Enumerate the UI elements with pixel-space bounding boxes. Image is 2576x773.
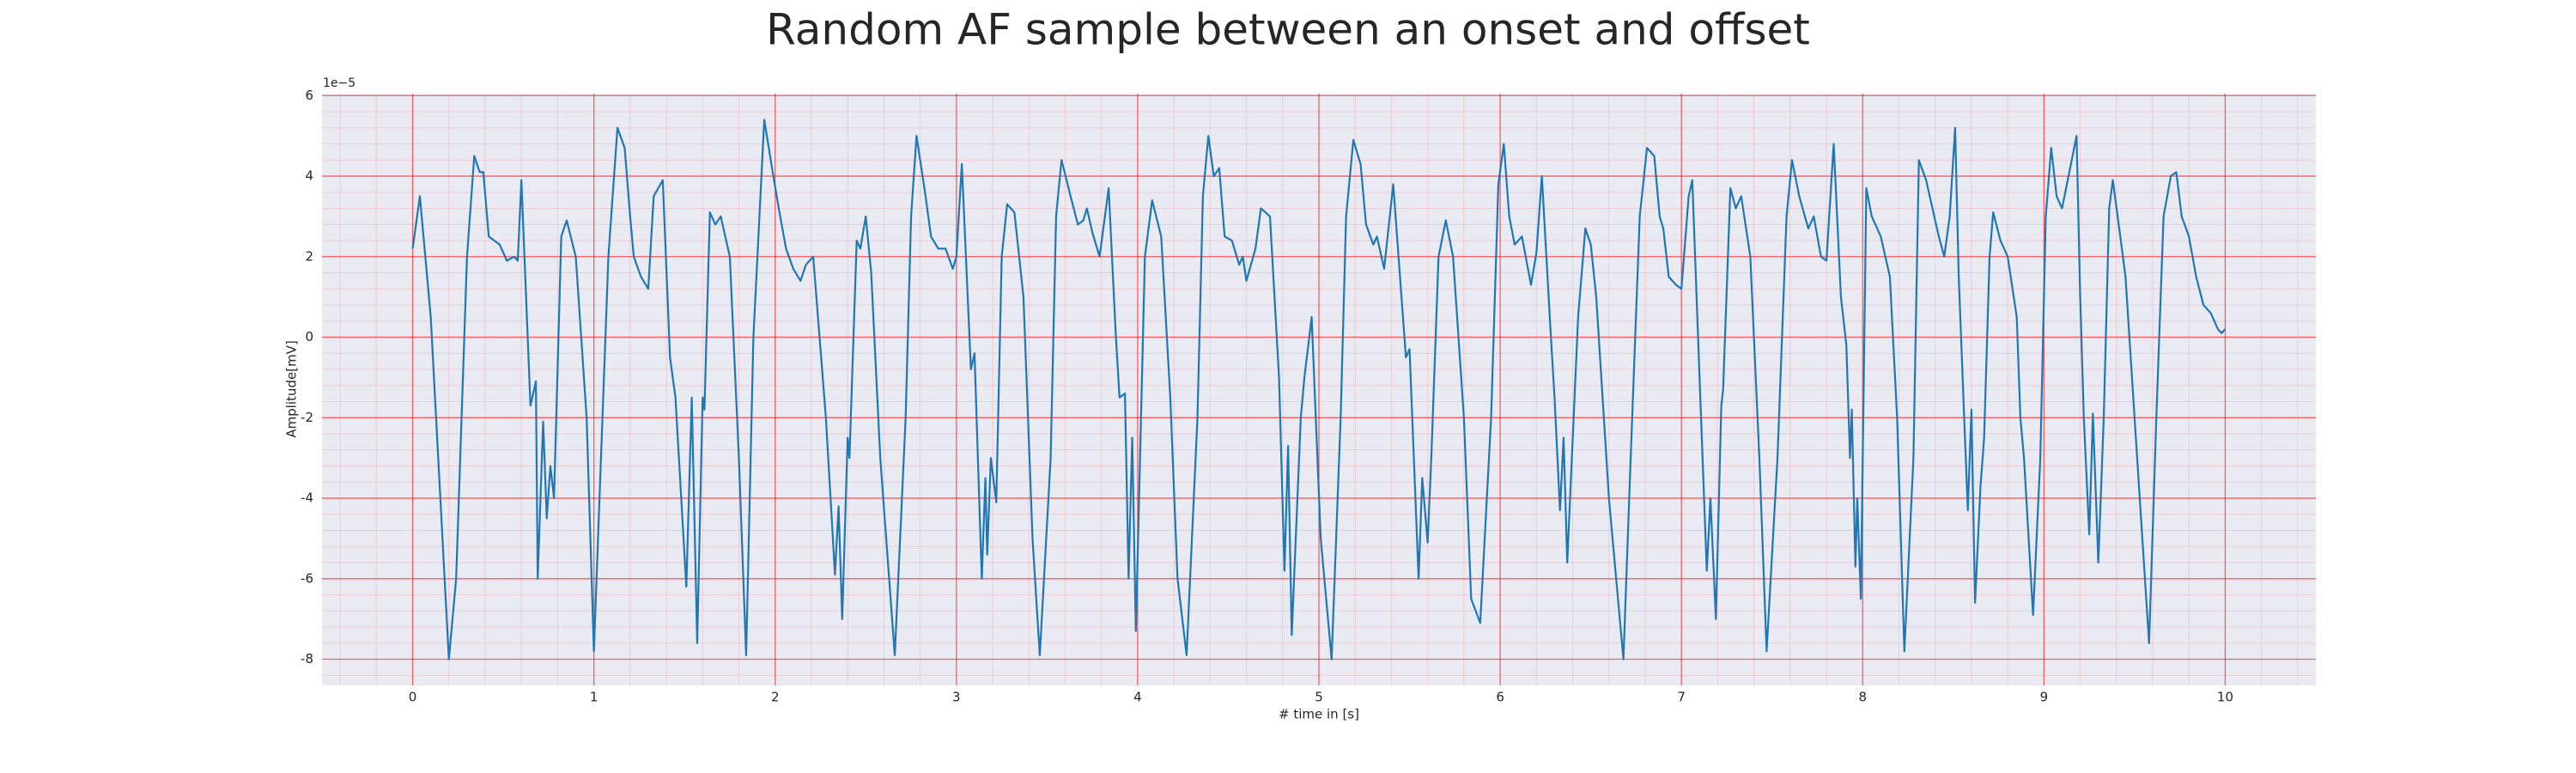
y-tick-label: 0	[305, 329, 313, 344]
x-tick-label: 6	[1496, 690, 1504, 705]
y-tick-label: 2	[305, 248, 313, 264]
y-axis-label: Amplitude[mV]	[284, 340, 300, 437]
x-tick-label: 1	[590, 690, 598, 705]
y-offset-label: 1e−5	[323, 76, 355, 90]
signal-line	[411, 119, 2227, 660]
y-tick-label: -6	[301, 570, 313, 586]
x-tick-label: 8	[1858, 690, 1867, 705]
x-tick-label: 9	[2040, 690, 2049, 705]
chart-title: Random AF sample between an onset and of…	[766, 5, 1810, 55]
y-tick-label: -4	[301, 490, 313, 506]
x-axis-label: # time in [s]	[1279, 707, 1359, 722]
x-tick-label: 7	[1677, 690, 1686, 705]
x-tick-label: 10	[2217, 690, 2233, 705]
y-tick-label: -2	[301, 410, 313, 425]
x-tick-label: 2	[771, 690, 780, 705]
y-tick-label: 6	[305, 88, 313, 103]
y-tick-label: -8	[301, 651, 313, 666]
y-tick-label: 4	[305, 168, 313, 184]
x-tick-label: 3	[952, 690, 961, 705]
x-tick-label: 4	[1133, 690, 1142, 705]
x-tick-label: 5	[1315, 690, 1323, 705]
x-tick-label: 0	[409, 690, 417, 705]
